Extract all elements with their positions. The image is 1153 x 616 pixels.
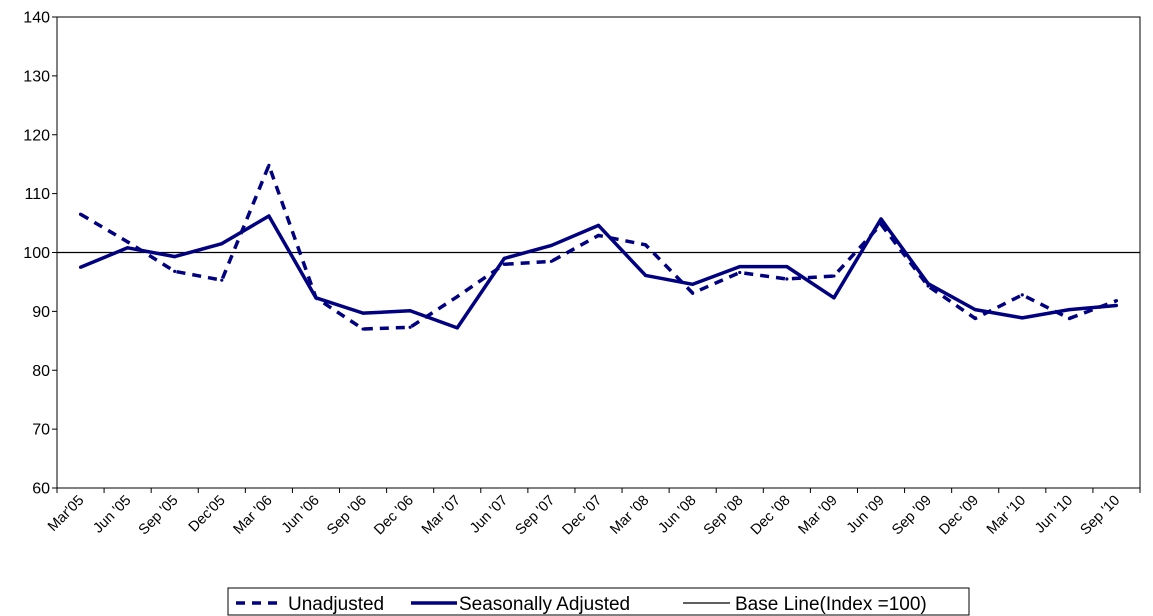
x-tick-label-sep-07: Sep '07	[512, 493, 558, 539]
x-tick-label-sep-10: Sep '10	[1078, 493, 1124, 539]
legend-label-base-line: Base Line(Index =100)	[735, 594, 927, 615]
legend-label-unadjusted: Unadjusted	[288, 594, 384, 615]
x-tick-label-sep-06: Sep '06	[324, 493, 370, 539]
x-tick-label-jun-07: Jun '07	[467, 493, 511, 537]
data-point-seasonally-adjusted-21	[1067, 308, 1071, 312]
data-point-seasonally-adjusted-15	[785, 265, 789, 269]
data-point-unadjusted-7	[408, 325, 412, 329]
x-tick-label-mar-08: Mar '08	[607, 493, 652, 538]
x-axis: Mar'05 Jun '05 Sep '05 Dec'05 Mar '06 Jun '06…	[45, 488, 1141, 539]
data-point-unadjusted-6	[361, 327, 365, 331]
legend-box	[227, 587, 970, 616]
y-axis: 60 70 80 90 100 110 120 130 140	[23, 10, 57, 498]
data-point-seasonally-adjusted-7	[408, 309, 412, 313]
y-tick-label-120: 120	[23, 127, 50, 144]
x-tick-label-jun-06: Jun '06	[279, 493, 323, 537]
legend-label-seasonally-adjusted: Seasonally Adjusted	[459, 594, 630, 615]
data-point-unadjusted-22	[1114, 299, 1119, 303]
x-tick-label-jun-08: Jun '08	[655, 493, 699, 537]
y-tick-label-140: 140	[23, 10, 50, 27]
data-point-seasonally-adjusted-11	[596, 223, 601, 228]
data-point-seasonally-adjusted-17	[879, 217, 883, 221]
x-tick-label-jun-09: Jun '09	[844, 493, 888, 537]
data-point-seasonally-adjusted-13	[691, 282, 695, 286]
data-point-unadjusted-11	[596, 233, 601, 238]
data-point-unadjusted-9	[502, 262, 506, 266]
x-tick-label-sep-05: Sep '05	[136, 493, 182, 539]
x-tick-label-mar-10: Mar '10	[984, 493, 1029, 538]
data-point-unadjusted-20	[1020, 293, 1024, 297]
data-point-seasonally-adjusted-12	[643, 273, 648, 278]
data-point-unadjusted-4	[267, 163, 271, 167]
data-point-seasonally-adjusted-18	[926, 282, 930, 286]
data-point-unadjusted-10	[549, 259, 554, 263]
x-tick-label-dec-09: Dec '09	[936, 493, 982, 539]
data-point-seasonally-adjusted-20	[1020, 316, 1024, 320]
data-point-unadjusted-2	[173, 269, 177, 273]
data-point-unadjusted-21	[1067, 316, 1071, 321]
x-tick-label-sep-08: Sep '08	[701, 493, 747, 539]
data-point-seasonally-adjusted-6	[361, 311, 365, 315]
data-point-unadjusted-8	[455, 295, 459, 299]
x-tick-label-dec-07: Dec '07	[560, 493, 606, 539]
data-point-seasonally-adjusted-10	[549, 243, 554, 248]
legend: Unadjusted Seasonally Adjusted Base Line…	[227, 587, 970, 616]
y-tick-label-80: 80	[32, 363, 50, 380]
data-point-seasonally-adjusted-14	[738, 265, 742, 269]
series-layer	[57, 163, 1140, 331]
y-tick-label-130: 130	[23, 68, 50, 85]
data-point-unadjusted-12	[643, 243, 648, 247]
series-seasonally-adjusted	[78, 214, 1119, 330]
x-tick-label-mar-09: Mar '09	[796, 493, 841, 538]
y-tick-label-60: 60	[32, 481, 50, 498]
data-point-seasonally-adjusted-1	[126, 246, 130, 250]
data-point-unadjusted-16	[832, 274, 836, 278]
x-tick-label-dec-08: Dec '08	[748, 493, 794, 539]
data-point-seasonally-adjusted-22	[1114, 303, 1119, 308]
x-tick-label-mar-05: Mar'05	[45, 493, 87, 535]
data-point-seasonally-adjusted-5	[314, 296, 318, 300]
x-tick-label-jun-05: Jun '05	[90, 493, 134, 537]
data-point-unadjusted-19	[973, 316, 977, 321]
y-tick-label-110: 110	[24, 186, 50, 203]
data-point-seasonally-adjusted-3	[220, 242, 224, 246]
x-tick-label-mar-07: Mar '07	[419, 493, 464, 538]
y-tick-label-70: 70	[32, 422, 50, 439]
data-point-unadjusted-15	[785, 277, 789, 281]
data-point-unadjusted-1	[126, 240, 130, 244]
data-point-seasonally-adjusted-0	[78, 265, 83, 269]
data-point-unadjusted-0	[78, 212, 83, 216]
data-point-unadjusted-13	[691, 291, 695, 295]
x-tick-label-dec-06: Dec '06	[371, 493, 417, 539]
data-point-unadjusted-14	[738, 270, 742, 275]
y-tick-label-100: 100	[23, 245, 50, 262]
data-point-seasonally-adjusted-16	[832, 296, 836, 300]
x-tick-label-sep-09: Sep '09	[889, 493, 935, 539]
x-tick-label-mar-06: Mar '06	[231, 493, 276, 538]
data-point-seasonally-adjusted-8	[455, 326, 459, 330]
x-tick-label-jun-10: Jun '10	[1032, 493, 1076, 537]
y-tick-label-90: 90	[32, 304, 50, 321]
data-point-seasonally-adjusted-2	[173, 255, 177, 259]
data-point-seasonally-adjusted-4	[267, 214, 271, 218]
x-tick-label-dec-05: Dec'05	[186, 493, 229, 536]
data-point-seasonally-adjusted-19	[973, 308, 977, 312]
data-point-unadjusted-3	[220, 278, 224, 282]
data-point-seasonally-adjusted-9	[502, 256, 506, 260]
